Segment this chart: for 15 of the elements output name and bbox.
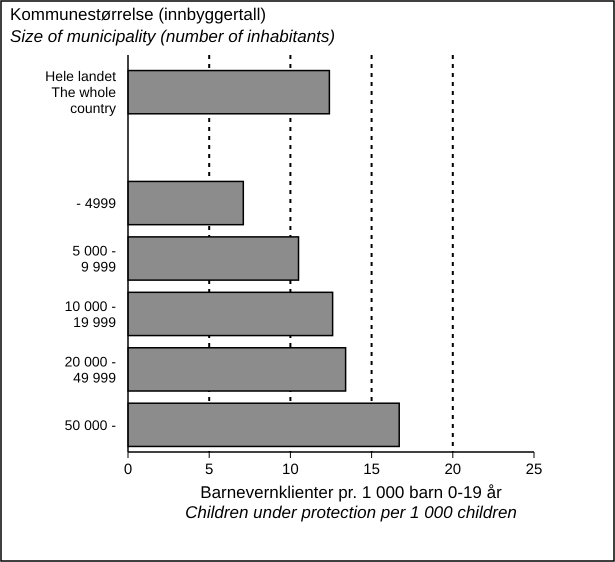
- x-tick-label: 10: [282, 461, 299, 478]
- y-tick-label: - 4999: [76, 195, 116, 212]
- chart-title: Kommunestørrelse (innbyggertall): [10, 5, 266, 24]
- x-tick-label: 5: [205, 461, 214, 478]
- x-tick-label: 0: [124, 461, 132, 478]
- x-axis-title: Barnevernklienter pr. 1 000 barn 0-19 år Children under protection per 1 000 children: [185, 483, 517, 522]
- x-tick-label: 15: [363, 461, 380, 478]
- y-tick-label: 50 000 -: [64, 416, 116, 433]
- y-tick-label: Hele landet The whole country: [45, 68, 116, 116]
- x-tick-label: 20: [444, 461, 462, 478]
- x-tick-label: 25: [526, 461, 542, 478]
- y-tick-label: 10 000 - 19 999: [64, 298, 116, 330]
- y-tick-label: 20 000 - 49 999: [64, 353, 116, 386]
- y-tick-label: 5 000 - 9 999: [72, 242, 116, 274]
- chart-subtitle: Size of municipality (number of inhabitants): [10, 27, 336, 46]
